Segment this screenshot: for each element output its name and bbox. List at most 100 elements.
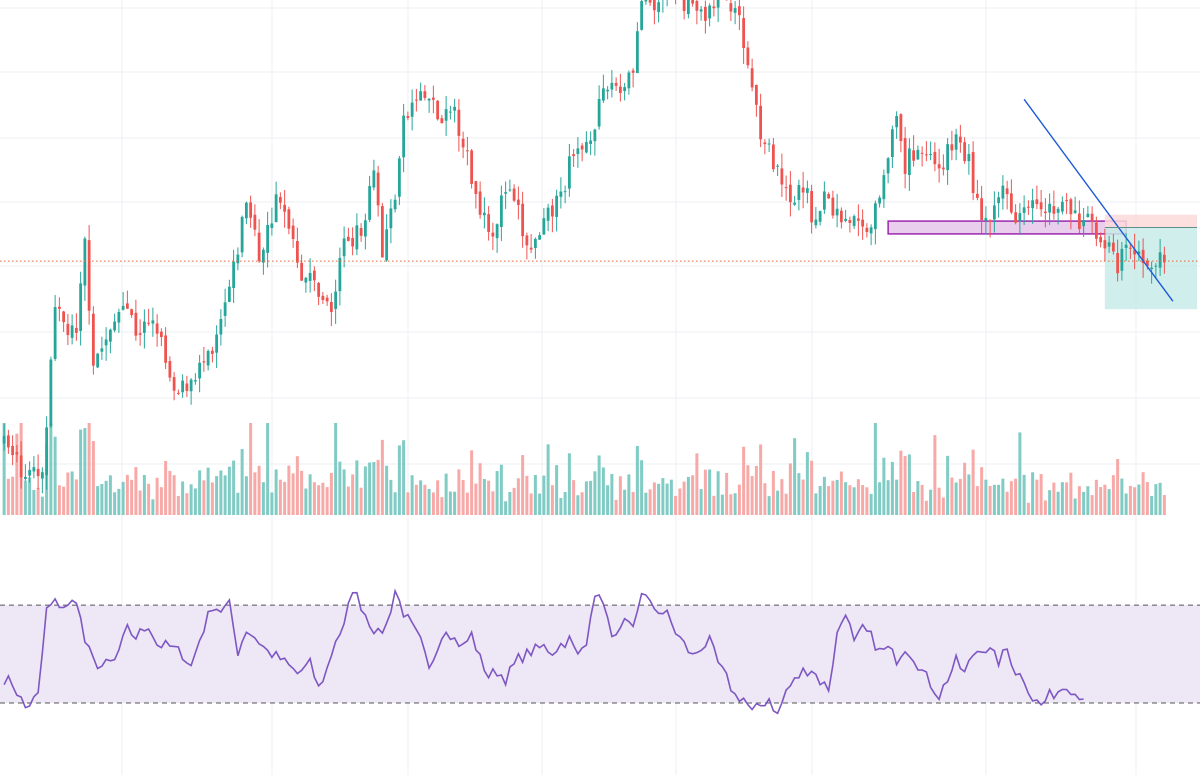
candle-body [436,100,440,120]
candle-body [240,216,244,253]
candle-body [457,109,461,136]
candle-body [1001,185,1005,199]
volume-bar [601,467,605,515]
support-zone[interactable] [887,220,1127,235]
volume-bar [1116,459,1120,515]
candle-body [1111,242,1115,252]
volume-bar [963,462,967,515]
volume-bar [181,481,185,515]
candle-body [130,309,134,316]
volume-bar [372,462,376,515]
trendline[interactable] [1023,98,1174,302]
volume-bar [266,423,270,515]
candle-body [215,334,219,353]
volume-bar [827,486,831,515]
candle-body [342,238,346,257]
volume-bar [907,454,911,515]
candle-body [844,218,848,221]
candle-body [924,154,928,156]
candle-body [406,115,410,118]
candle-body [1039,202,1043,210]
candle-body [640,1,644,30]
volume-bar [291,473,295,515]
volume-bar [172,475,176,515]
candle-body [363,220,367,237]
candle-body [465,150,469,152]
volume-bar [555,465,559,515]
candle-body [848,219,852,223]
volume-bar [334,423,338,515]
candle-body [963,142,967,162]
volume-bar [550,485,554,515]
candle-body [393,199,397,210]
volume-bar [627,474,631,515]
volume-bar [788,463,792,515]
candle-body [1005,188,1009,195]
candle-body [580,145,584,150]
candle-body [414,99,418,101]
candle-body [321,295,325,301]
candle-body [419,91,423,101]
candle-body [1035,199,1039,205]
rsi-band [0,605,1200,704]
candle-body [759,105,763,140]
candle-body [542,218,546,235]
volume-bar [542,475,546,515]
volume-bar [967,474,971,515]
candle-body [903,138,907,174]
candle-body [937,164,941,169]
volume-bar [1056,491,1060,515]
volume-bar [750,476,754,515]
candle-body [1009,193,1013,213]
volume-bar [478,463,482,515]
candle-body [1056,208,1060,213]
candle-body [23,476,27,479]
volume-bar [712,495,716,515]
volume-panel [2,423,1166,515]
volume-bar [206,467,210,515]
volume-bar [274,469,278,515]
volume-bar [895,479,899,515]
volume-bar [686,476,690,515]
candle-body [1094,222,1098,239]
volume-bar [474,483,478,515]
candle-body [797,185,801,200]
candle-body [397,158,401,197]
candle-body [1158,252,1162,268]
candle-body [984,218,988,221]
volume-bar [325,487,329,515]
candle-body [971,152,975,193]
candle-body [1128,247,1132,249]
candle-body [793,202,797,205]
volume-bar [448,491,452,515]
stop-loss-area[interactable] [1104,214,1197,228]
candle-body [499,195,503,227]
candle-body [329,302,333,312]
candle-body [355,225,359,250]
candle-body [712,6,716,9]
volume-bar [402,440,406,515]
candle-body [907,148,911,176]
volume-bar [950,477,954,515]
candle-body [431,97,435,100]
candle-body [257,232,261,262]
volume-bar [457,469,461,515]
volume-bar [988,485,992,515]
volume-bar [695,453,699,515]
candle-body [125,303,129,309]
volume-bar [431,492,435,515]
candle-body [176,392,180,394]
volume-bar [1128,485,1132,515]
candle-body [427,98,431,101]
volume-bar [261,482,265,515]
candle-body [159,331,163,338]
candle-body [295,241,299,263]
candle-body [193,380,197,382]
candle-body [57,306,61,309]
candle-body [253,214,257,230]
candle-body [1090,213,1094,222]
volume-bar [1086,486,1090,515]
candle-body [886,158,890,174]
